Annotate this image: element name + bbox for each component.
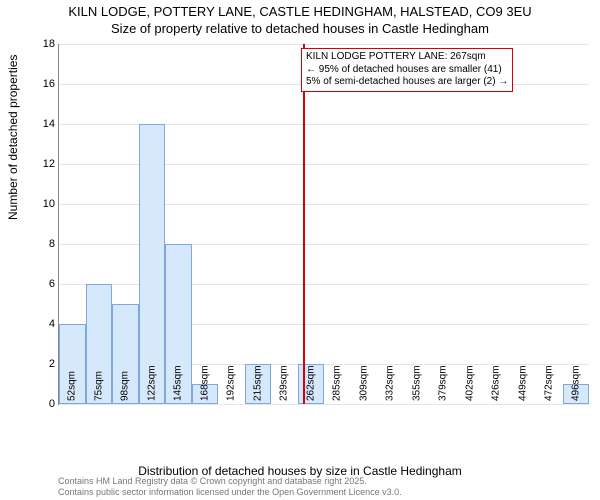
- x-tick-label: 192sqm: [226, 365, 237, 401]
- credits-line-2: Contains public sector information licen…: [58, 487, 402, 498]
- y-tick-label: 16: [29, 78, 55, 90]
- annotation-line-3: 5% of semi-detached houses are larger (2…: [306, 76, 508, 89]
- gridline: [59, 44, 589, 45]
- x-tick-label: 449sqm: [517, 365, 528, 401]
- x-tick-label: 496sqm: [570, 365, 581, 401]
- y-tick-label: 10: [29, 198, 55, 210]
- x-tick-label: 122sqm: [146, 365, 157, 401]
- credits-line-1: Contains HM Land Registry data © Crown c…: [58, 476, 402, 487]
- plot-area: 02468101214161852sqm75sqm98sqm122sqm145s…: [58, 44, 589, 405]
- y-tick-label: 2: [29, 358, 55, 370]
- x-tick-label: 52sqm: [67, 371, 78, 401]
- annotation-line-1: KILN LODGE POTTERY LANE: 267sqm: [306, 51, 508, 64]
- x-tick-label: 168sqm: [199, 365, 210, 401]
- title-line-2: Size of property relative to detached ho…: [0, 21, 600, 38]
- x-tick-label: 75sqm: [93, 371, 104, 401]
- y-axis-label: Number of detached properties: [6, 55, 20, 220]
- y-tick-label: 14: [29, 118, 55, 130]
- x-tick-label: 332sqm: [385, 365, 396, 401]
- credits: Contains HM Land Registry data © Crown c…: [58, 476, 402, 498]
- y-tick-label: 6: [29, 278, 55, 290]
- y-tick-label: 18: [29, 38, 55, 50]
- annotation-line-2: ← 95% of detached houses are smaller (41…: [306, 64, 508, 77]
- y-tick-label: 4: [29, 318, 55, 330]
- x-tick-label: 239sqm: [279, 365, 290, 401]
- x-tick-label: 402sqm: [464, 365, 475, 401]
- x-tick-label: 215sqm: [252, 365, 263, 401]
- x-tick-label: 355sqm: [411, 365, 422, 401]
- chart-title: KILN LODGE, POTTERY LANE, CASTLE HEDINGH…: [0, 4, 600, 38]
- y-tick-label: 0: [29, 398, 55, 410]
- x-tick-label: 98sqm: [120, 371, 131, 401]
- x-tick-label: 145sqm: [173, 365, 184, 401]
- title-line-1: KILN LODGE, POTTERY LANE, CASTLE HEDINGH…: [0, 4, 600, 21]
- x-tick-label: 262sqm: [305, 365, 316, 401]
- y-tick-label: 12: [29, 158, 55, 170]
- property-marker-line: [303, 44, 305, 404]
- x-tick-label: 426sqm: [491, 365, 502, 401]
- property-size-chart: KILN LODGE, POTTERY LANE, CASTLE HEDINGH…: [0, 0, 600, 500]
- x-tick-label: 379sqm: [438, 365, 449, 401]
- marker-annotation: KILN LODGE POTTERY LANE: 267sqm ← 95% of…: [301, 48, 513, 92]
- gridline: [59, 404, 589, 405]
- histogram-bar: [139, 124, 166, 404]
- x-tick-label: 285sqm: [332, 365, 343, 401]
- x-tick-label: 472sqm: [544, 365, 555, 401]
- x-tick-label: 309sqm: [358, 365, 369, 401]
- y-tick-label: 8: [29, 238, 55, 250]
